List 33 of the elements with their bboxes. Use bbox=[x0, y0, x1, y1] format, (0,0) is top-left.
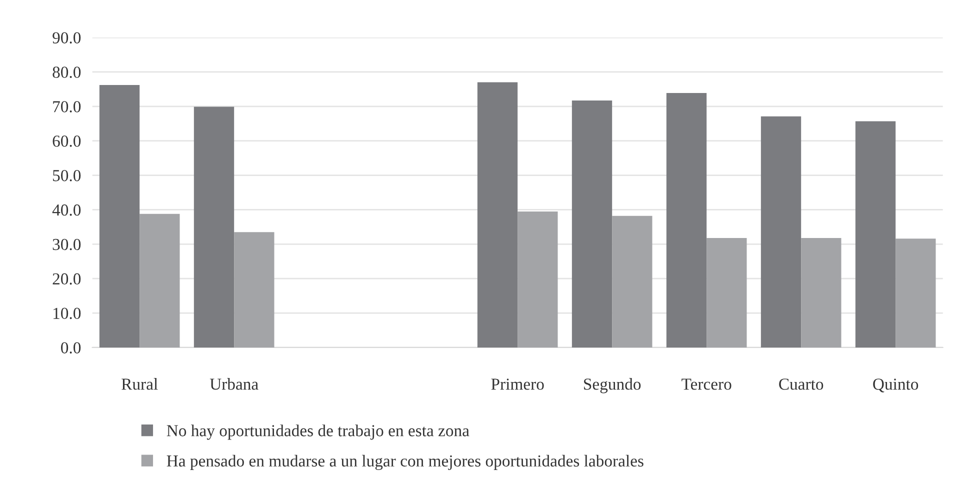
bar bbox=[666, 92, 707, 348]
bar bbox=[572, 100, 612, 348]
bar bbox=[234, 232, 274, 348]
y-tick-label: 70.0 bbox=[53, 101, 81, 112]
x-tick-label: Cuarto bbox=[779, 378, 824, 390]
x-tick-label: Segundo bbox=[584, 378, 641, 394]
legend-label: Ha pensado en mudarse a un lugar con mejores oportunidades laborales bbox=[166, 454, 644, 470]
x-tick-label: Quinto bbox=[873, 378, 918, 392]
y-tick-label: 80.0 bbox=[52, 66, 81, 78]
bar bbox=[801, 238, 842, 348]
x-tick-label: Tercero bbox=[682, 378, 732, 390]
bar bbox=[477, 82, 518, 348]
y-tick-label: 90.0 bbox=[52, 32, 81, 44]
y-tick-label: 40.0 bbox=[52, 204, 81, 216]
bar bbox=[612, 216, 652, 348]
bar bbox=[855, 121, 896, 348]
bar bbox=[760, 116, 802, 348]
y-tick-label: 50.0 bbox=[53, 170, 81, 182]
x-tick-label: Urbana bbox=[210, 378, 258, 390]
y-tick-label: 60.0 bbox=[52, 136, 81, 147]
y-tick-label: 20.0 bbox=[52, 273, 81, 285]
bar bbox=[194, 106, 234, 348]
bar bbox=[140, 214, 180, 348]
x-tick-label: Rural bbox=[122, 378, 158, 390]
y-tick-label: 30.0 bbox=[52, 238, 81, 250]
x-tick-label: Primero bbox=[491, 378, 544, 390]
legend-label: No hay oportunidades de trabajo en esta zona bbox=[166, 424, 470, 440]
y-tick-label: 10.0 bbox=[54, 308, 81, 320]
bar bbox=[518, 211, 558, 348]
bar bbox=[99, 85, 140, 348]
y-tick-label: 0.0 bbox=[61, 342, 81, 354]
bar bbox=[896, 238, 936, 348]
bar bbox=[706, 238, 747, 348]
